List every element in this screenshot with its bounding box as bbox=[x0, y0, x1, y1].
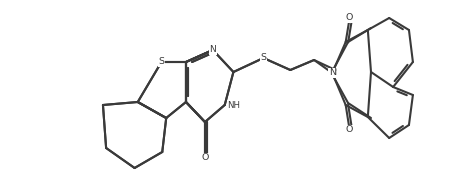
Text: N: N bbox=[329, 69, 336, 78]
Text: NH: NH bbox=[227, 100, 240, 109]
Text: N: N bbox=[210, 46, 216, 55]
Text: O: O bbox=[201, 153, 209, 162]
Text: S: S bbox=[158, 57, 164, 66]
Text: S: S bbox=[260, 54, 266, 63]
Text: N: N bbox=[210, 46, 216, 55]
Text: N: N bbox=[329, 69, 336, 78]
Text: NH: NH bbox=[228, 100, 241, 109]
Text: O: O bbox=[201, 153, 209, 162]
Text: O: O bbox=[346, 13, 353, 22]
Text: S: S bbox=[158, 57, 164, 66]
Text: O: O bbox=[346, 126, 353, 135]
Text: S: S bbox=[260, 54, 266, 63]
